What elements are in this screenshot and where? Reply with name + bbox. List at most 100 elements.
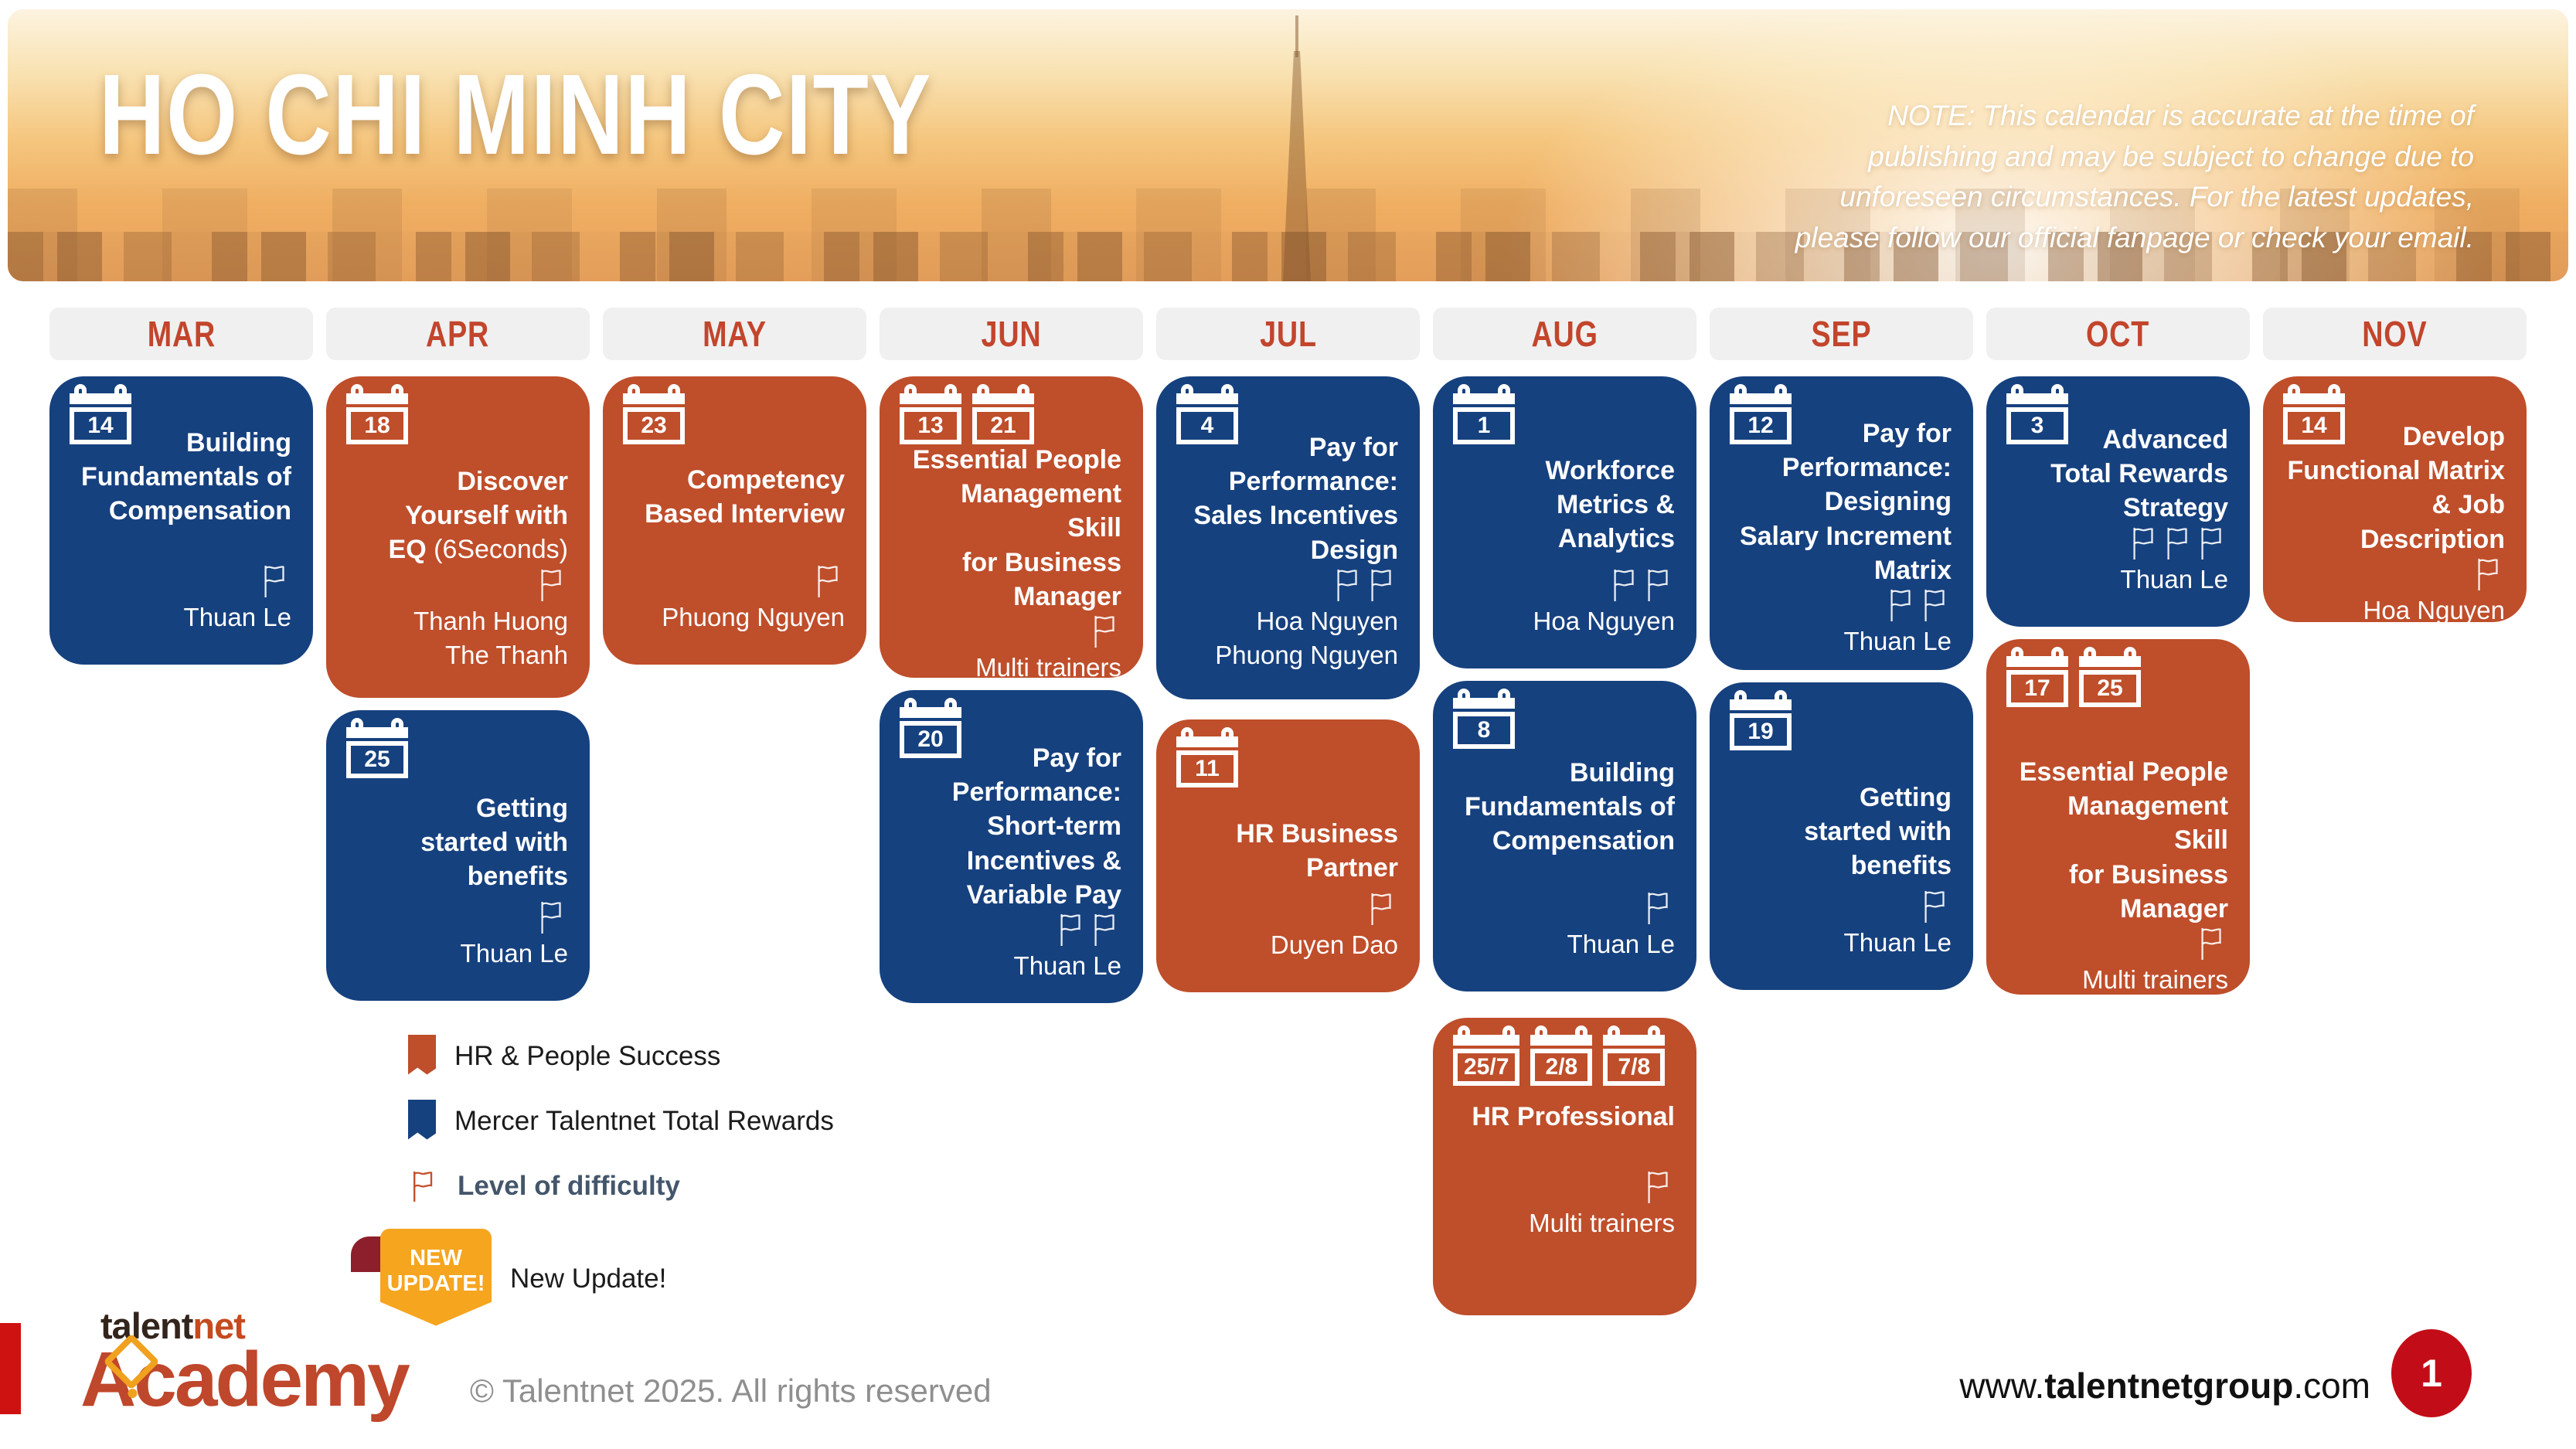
difficulty-flags [1178, 891, 1398, 927]
legend-label: Mercer Talentnet Total Rewards [454, 1106, 834, 1136]
difficulty-flag-icon [1371, 893, 1391, 926]
calendar-date-icon: 13 [900, 384, 961, 444]
calendar-date: 13 [900, 407, 961, 444]
month-header: JUL [1156, 308, 1420, 360]
difficulty-flag-icon [1614, 570, 1634, 602]
calendar-date: 23 [623, 407, 685, 444]
month-column-apr: APR 18 Discover Yourself with EQ (6Seconds… [326, 308, 590, 1001]
difficulty-flag-icon [1337, 569, 1357, 601]
month-label: JUN [981, 314, 1042, 354]
calendar-dates: 14 [70, 384, 131, 444]
difficulty-flag-icon [2201, 528, 2221, 560]
difficulty-flag-icon [541, 902, 561, 934]
month-label: SEP [1811, 314, 1872, 354]
course-card: 25/7 2/8 7/8 HR Professional Multi trainers [1433, 1018, 1696, 1315]
calendar-date-icon: 14 [2283, 384, 2345, 444]
trainer-name: The Thanh [444, 641, 568, 670]
calendar-bar [1730, 393, 1792, 404]
month-column-nov: NOV 14 Develop Functional Matrix & Job Des… [2263, 308, 2527, 624]
difficulty-flags [1455, 567, 1675, 603]
calendar-date-icon: 25 [346, 718, 408, 778]
difficulty-flag-icon [1648, 570, 1668, 602]
calendar-date: 7/8 [1603, 1049, 1666, 1086]
month-label: MAY [703, 314, 767, 354]
month-header: MAY [603, 308, 866, 360]
difficulty-flag-icon [818, 566, 838, 598]
month-header: OCT [1986, 308, 2250, 360]
calendar-bar [972, 393, 1034, 404]
difficulty-flag-icon [1094, 615, 1114, 648]
difficulty-flags [624, 563, 845, 599]
calendar-date: 2/8 [1530, 1049, 1593, 1086]
trainer-name: Multi trainers [1529, 1209, 1675, 1238]
trainer-names: Thuan Le [1731, 624, 1952, 659]
course-card: 25 Getting started with benefits Thuan Le [326, 710, 590, 1001]
calendar-dates: 18 [346, 384, 408, 444]
calendar-date-icon: 14 [70, 384, 131, 444]
month-header: MAR [49, 308, 313, 360]
difficulty-flags [1178, 567, 1398, 603]
trainer-names: Hoa Nguyen [2285, 594, 2505, 628]
calendar-bar [70, 393, 131, 404]
calendar-date: 8 [1453, 712, 1515, 749]
trainer-name: Thuan Le [1843, 928, 1952, 957]
trainer-name: Multi trainers [2082, 964, 2228, 994]
trainer-names: Thuan Le [1731, 926, 1952, 961]
calendar-date: 20 [900, 721, 961, 758]
difficulty-flag-icon [1890, 589, 1911, 621]
calendar-grid: MAR 14 Building Fundamentals of Compensati… [49, 308, 2527, 1315]
difficulty-flag-icon [413, 1171, 433, 1202]
month-header: NOV [2263, 308, 2527, 360]
difficulty-flags [2008, 926, 2228, 961]
website-url[interactable]: www.talentnetgroup.com [1959, 1365, 2370, 1406]
course-card: 4 Pay for Performance: Sales Incentives D… [1156, 376, 1420, 699]
calendar-bar [346, 727, 408, 738]
month-label: OCT [2086, 314, 2150, 354]
month-column-mar: MAR 14 Building Fundamentals of Compensati… [49, 308, 313, 665]
calendar-date: 21 [972, 407, 1034, 444]
calendar-bar [2006, 656, 2068, 667]
calendar-date: 25/7 [1453, 1049, 1520, 1086]
calendar-bar [2006, 393, 2068, 404]
course-title: Building Fundamentals of Compensation [80, 428, 291, 526]
page-title: HO CHI MINH CITY [99, 51, 933, 179]
course-title: Getting started with benefits [420, 793, 568, 892]
calendar-dates: 19 [1730, 690, 1792, 750]
month-header: AUG [1433, 308, 1696, 360]
calendar-date-icon: 20 [900, 698, 961, 758]
logo-net-text: net [192, 1305, 245, 1346]
trainer-names: Multi trainers [901, 651, 1121, 685]
difficulty-flag-icon [2167, 528, 2187, 560]
calendar-dates: 12 [1730, 384, 1792, 444]
course-title: Essential People Management Skill for Bu… [912, 445, 1121, 611]
legend-label: HR & People Success [454, 1041, 721, 1071]
calendar-date-icon: 23 [623, 384, 685, 444]
course-card: 12 Pay for Performance: Designing Salary … [1710, 376, 1973, 670]
month-column-sep: SEP 12 Pay for Performance: Designing Sala… [1710, 308, 1973, 990]
month-label: NOV [2362, 314, 2428, 354]
trainer-names: Thuan Le [1455, 927, 1675, 962]
trainer-name: Thuan Le [2120, 565, 2228, 594]
calendar-bar [1453, 1035, 1520, 1046]
course-card: 20 Pay for Performance: Short-term Incent… [880, 690, 1143, 1003]
calendar-date-icon: 25 [2079, 647, 2141, 707]
trainer-name: Thuan Le [183, 603, 291, 632]
category-swatch [408, 1100, 436, 1140]
difficulty-flags [71, 563, 291, 599]
difficulty-flag-icon [1060, 913, 1080, 946]
legend-label: Level of difficulty [458, 1171, 680, 1201]
calendar-bar [1730, 699, 1792, 710]
trainer-names: Thuan Le [2008, 563, 2228, 597]
calendar-dates: 23 [623, 384, 685, 444]
difficulty-flags [901, 614, 1121, 649]
calendar-bar [1603, 1035, 1666, 1046]
city-skyline-far [8, 189, 2568, 281]
new-update-badge: NEW UPDATE! [351, 1229, 492, 1329]
calendar-bar [1176, 736, 1238, 747]
trainer-names: Thuan Le [348, 937, 568, 971]
course-title: HR Business Partner [1236, 819, 1398, 883]
difficulty-flag-icon [1648, 893, 1668, 925]
calendar-dates: 8 [1453, 689, 1515, 749]
calendar-bar [623, 393, 685, 404]
month-label: AUG [1531, 314, 1598, 354]
